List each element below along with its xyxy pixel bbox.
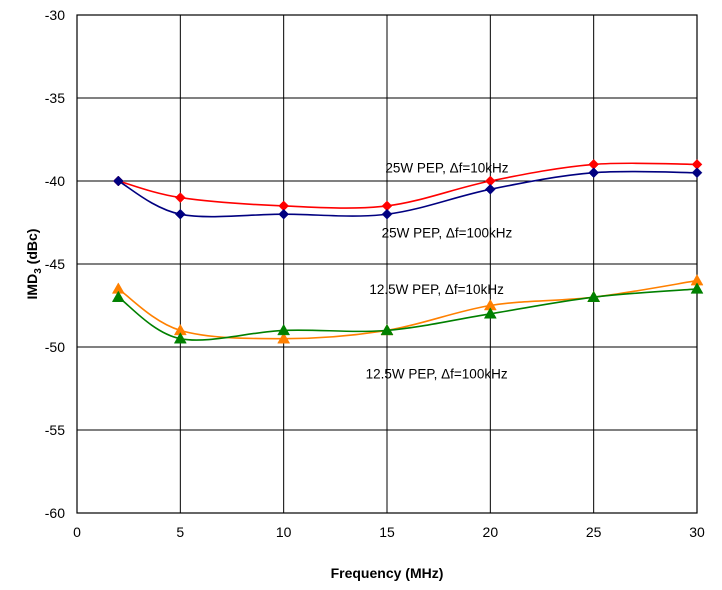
x-tick-label-2: 10 — [276, 524, 292, 540]
x-axis-title: Frequency (MHz) — [331, 565, 444, 581]
series-3-point-2 — [277, 323, 291, 336]
series-3-point-3 — [380, 323, 394, 336]
annotation-0: 25W PEP, Δf=10kHz — [385, 161, 508, 176]
x-tick-label-4: 20 — [483, 524, 499, 540]
y-tick-label-1: -35 — [45, 90, 65, 106]
grid-layer — [76, 14, 698, 514]
y-tick-label-5: -55 — [45, 422, 65, 438]
series-1-point-5 — [588, 167, 600, 179]
series-3 — [111, 282, 704, 344]
y-tick-label-0: -30 — [45, 7, 65, 23]
y-axis-title-subscript: 3 — [33, 268, 44, 274]
series-3-point-6 — [690, 282, 704, 294]
x-tick-label-1: 5 — [176, 524, 184, 540]
series-0-point-1 — [174, 192, 186, 203]
ticks-layer: 0 5 10 15 20 25 30 -30 -35 -40 -45 -50 -55 -60 — [45, 7, 705, 540]
series-1-point-2 — [278, 208, 290, 220]
plot-frame — [76, 14, 698, 514]
x-tick-label-0: 0 — [73, 524, 81, 540]
y-axis-title-rest: (dBc) — [24, 229, 40, 269]
series-1-point-1 — [174, 208, 186, 220]
x-tick-label-6: 30 — [689, 524, 705, 540]
series-3-point-0 — [111, 290, 125, 302]
series-3-point-1 — [173, 332, 187, 344]
x-tick-label-5: 25 — [586, 524, 602, 540]
annotation-1: 25W PEP, Δf=100kHz — [382, 225, 513, 240]
series-1-point-4 — [484, 183, 496, 195]
series-1-point-0 — [112, 175, 124, 187]
y-tick-label-3: -45 — [45, 256, 65, 272]
y-tick-label-4: -50 — [45, 339, 65, 355]
series-1-line — [117, 170, 698, 218]
y-tick-label-2: -40 — [45, 173, 65, 189]
series-1-point-6 — [691, 167, 703, 179]
x-tick-label-3: 15 — [379, 524, 395, 540]
series-2-point-2 — [277, 332, 291, 344]
annotations-layer: 25W PEP, Δf=10kHz 25W PEP, Δf=100kHz 12.5W… — [366, 161, 513, 382]
series-layer — [111, 159, 704, 344]
y-tick-label-6: -60 — [45, 505, 65, 521]
series-1-point-3 — [381, 208, 393, 220]
series-1 — [112, 167, 703, 220]
series-3-point-5 — [587, 290, 601, 302]
series-3-point-4 — [483, 307, 497, 319]
annotation-2: 12.5W PEP, Δf=10kHz — [369, 282, 504, 297]
y-axis-title: IMD3 (dBc) — [24, 229, 44, 300]
y-axis-title-main: IMD — [24, 274, 40, 300]
annotation-3: 12.5W PEP, Δf=100kHz — [366, 367, 508, 382]
